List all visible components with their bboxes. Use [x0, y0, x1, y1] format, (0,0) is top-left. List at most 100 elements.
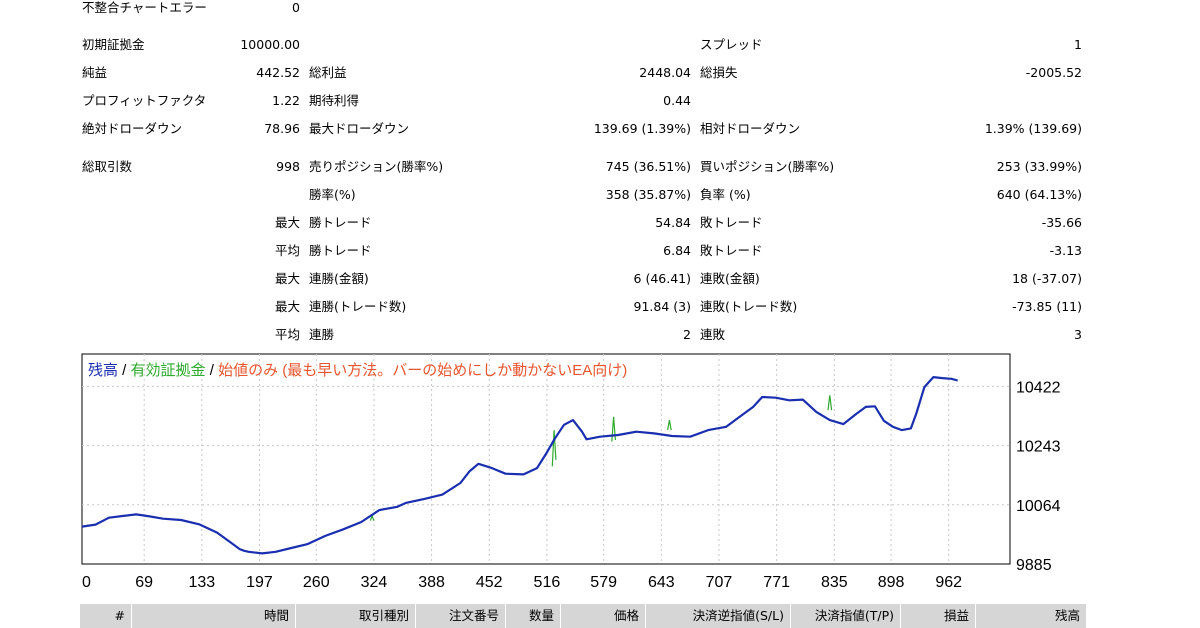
short-positions-label: 売りポジション(勝率%) [309, 159, 444, 174]
col-header-balance[interactable]: 残高 [1054, 608, 1080, 623]
gross-loss-value: -2005.52 [1025, 65, 1082, 80]
col-header-sl[interactable]: 決済逆指値(S/L) [646, 604, 791, 628]
y-tick-label: 9885 [1016, 557, 1052, 574]
chart-grid [82, 354, 1010, 564]
col-header-number[interactable]: # [80, 604, 132, 628]
initial-deposit-value: 10000.00 [240, 37, 300, 52]
detail-left-value: 6.84 [663, 243, 691, 258]
gross-profit-value: 2448.04 [639, 65, 691, 80]
balance-chart: 0 69 133 197 260 324 388 452 516 579 643 707 771 835 8… [80, 352, 1100, 600]
gross-profit-label: 総利益 [309, 65, 347, 80]
total-trades-label: 総取引数 [82, 159, 133, 174]
x-tick-label: 197 [246, 574, 273, 591]
detail-left-label: 連勝(トレード数) [309, 299, 407, 314]
detail-right-value: -73.85 (11) [1012, 299, 1082, 314]
x-tick-label: 516 [534, 574, 561, 591]
short-positions-value: 745 (36.51%) [605, 159, 691, 174]
detail-left-label: 勝トレード [309, 243, 372, 258]
x-tick-label: 324 [361, 574, 388, 591]
legend-equity: 有効証拠金 [131, 362, 206, 379]
chart-y-axis: 9885 10064 10243 10422 [1016, 379, 1061, 574]
expected-payoff-label: 期待利得 [309, 93, 360, 108]
detail-left-value: 91.84 (3) [633, 299, 691, 314]
abs-drawdown-value: 78.96 [264, 121, 300, 136]
detail-right-value: -3.13 [1049, 243, 1082, 258]
detail-prefix: 最大 [274, 299, 300, 314]
total-trades-value: 998 [276, 159, 300, 174]
x-tick-label: 0 [82, 574, 91, 591]
long-positions-value: 253 (33.99%) [996, 159, 1082, 174]
legend-note: 始値のみ (最も早い方法。バーの始めにしか動かないEA向け) [218, 362, 627, 379]
y-tick-label: 10064 [1016, 498, 1061, 515]
loss-rate-label: 負率 (%) [700, 187, 751, 202]
x-tick-label: 835 [821, 574, 848, 591]
expected-payoff-value: 0.44 [663, 93, 691, 108]
mismatch-error-label: 不整合チャートエラー [82, 0, 207, 15]
profit-factor-value: 1.22 [272, 93, 300, 108]
detail-prefix: 平均 [274, 327, 300, 342]
detail-right-label: 敗トレード [700, 243, 763, 258]
col-header-order[interactable]: 注文番号 [416, 604, 506, 628]
col-header-profit[interactable]: 損益 [901, 604, 976, 628]
mismatch-error-value: 0 [292, 0, 300, 15]
x-tick-label: 388 [418, 574, 445, 591]
detail-right-value: -35.66 [1041, 215, 1082, 230]
balance-chart-svg: 0 69 133 197 260 324 388 452 516 579 643 707 771 835 8… [81, 353, 1061, 591]
detail-left-label: 連勝 [309, 327, 335, 342]
detail-right-label: 連敗(金額) [700, 271, 760, 286]
y-tick-label: 10422 [1016, 379, 1061, 396]
detail-left-value: 54.84 [655, 215, 691, 230]
max-drawdown-value: 139.69 (1.39%) [593, 121, 691, 136]
detail-right-label: 敗トレード [700, 215, 763, 230]
detail-prefix: 最大 [274, 215, 300, 230]
report-stats: 不整合チャートエラー 0 初期証拠金 10000.00 スプレッド 1 純益 4… [82, 0, 1082, 342]
detail-right-label: 連敗 [700, 327, 726, 342]
col-header-time[interactable]: 時間 [132, 604, 296, 628]
col-header-price[interactable]: 価格 [561, 604, 646, 628]
win-rate-value: 358 (35.87%) [605, 187, 691, 202]
legend-balance: 残高 [88, 362, 118, 379]
col-header-type[interactable]: 取引種別 [296, 604, 416, 628]
gross-loss-label: 総損失 [700, 65, 738, 80]
detail-left-value: 6 (46.41) [633, 271, 691, 286]
y-tick-label: 10243 [1016, 439, 1061, 456]
legend-separator: / [206, 362, 219, 379]
net-profit-value: 442.52 [256, 65, 300, 80]
net-profit-label: 純益 [82, 65, 108, 80]
x-tick-label: 898 [878, 574, 905, 591]
chart-legend: 残高 / 有効証拠金 / 始値のみ (最も早い方法。バーの始めにしか動かないEA… [88, 362, 627, 379]
detail-prefix: 最大 [274, 271, 300, 286]
initial-deposit-label: 初期証拠金 [82, 37, 145, 52]
chart-series [81, 376, 958, 555]
detail-right-value: 18 (-37.07) [1012, 271, 1082, 286]
equity-series-segment [611, 416, 616, 442]
equity-series-segment [667, 419, 672, 431]
spread-label: スプレッド [700, 37, 763, 52]
equity-series-segment [551, 430, 557, 467]
detail-prefix: 平均 [274, 243, 300, 258]
rel-drawdown-label: 相対ドローダウン [700, 121, 801, 136]
col-header-volume[interactable]: 数量 [506, 604, 561, 628]
win-rate-label: 勝率(%) [309, 187, 356, 202]
col-header-tp[interactable]: 決済指値(T/P) [791, 604, 901, 628]
detail-left-label: 連勝(金額) [309, 271, 369, 286]
balance-series-line [81, 376, 958, 555]
x-tick-label: 452 [476, 574, 503, 591]
max-drawdown-label: 最大ドローダウン [309, 121, 410, 136]
x-tick-label: 962 [935, 574, 962, 591]
equity-series-segment [827, 395, 833, 411]
profit-factor-label: プロフィットファクタ [82, 93, 207, 108]
x-tick-label: 707 [706, 574, 733, 591]
rel-drawdown-value: 1.39% (139.69) [984, 121, 1082, 136]
x-tick-label: 69 [135, 574, 153, 591]
legend-separator: / [118, 362, 131, 379]
detail-right-value: 3 [1074, 327, 1082, 342]
trades-table-header: # 時間 取引種別 注文番号 数量 価格 決済逆指値(S/L) 決済指値(T/P… [80, 604, 1086, 628]
detail-left-value: 2 [683, 327, 691, 342]
x-tick-label: 643 [648, 574, 675, 591]
detail-right-label: 連敗(トレード数) [700, 299, 798, 314]
chart-plot-area [81, 353, 1011, 565]
x-tick-label: 579 [590, 574, 617, 591]
detail-left-label: 勝トレード [309, 215, 372, 230]
x-tick-label: 133 [188, 574, 215, 591]
